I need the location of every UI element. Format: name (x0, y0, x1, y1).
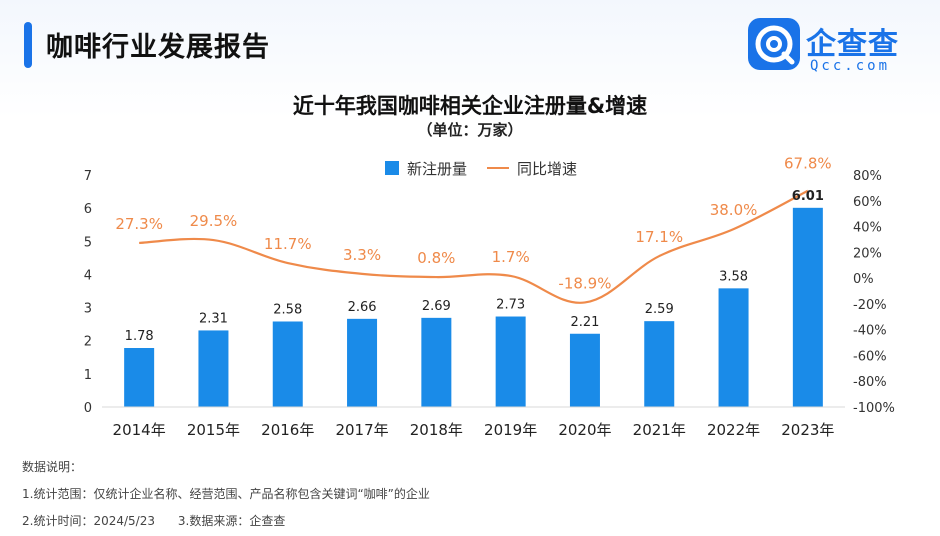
growth-rate-line (139, 189, 809, 304)
bar (272, 321, 303, 407)
bar-value-label: 2.66 (348, 300, 377, 315)
growth-rate-label: 17.1% (635, 228, 683, 246)
chart-subtitle: （单位：万家） (417, 121, 523, 139)
y-right-tick-label: 0% (853, 272, 874, 287)
bar-value-label: 2.59 (645, 302, 674, 317)
growth-rate-label: 67.8% (784, 155, 832, 173)
growth-rate-label: -18.9% (558, 274, 611, 292)
bar (718, 288, 749, 407)
x-tick-label: 2022年 (707, 421, 760, 439)
bar-value-label: 6.01 (792, 189, 824, 204)
chart-canvas: 0 1 2 3 4 5 6 7 -100% -80% -60% -40% -20% 0% 20% 40% 60%… (84, 155, 895, 439)
y-right-tick-label: 20% (853, 246, 882, 261)
bar-value-label: 2.73 (496, 298, 525, 313)
growth-rate-label: 29.5% (190, 212, 238, 230)
growth-rate-label: 0.8% (417, 249, 455, 267)
x-tick-label: 2016年 (261, 421, 314, 439)
y-right-tick-label: -20% (853, 298, 887, 313)
bar (421, 317, 452, 407)
y-left-tick-label: 1 (84, 368, 92, 383)
growth-rate-label: 38.0% (710, 201, 758, 219)
y-right-tick-label: -60% (853, 349, 887, 364)
qcc-logo: 企查查 Qcc.com (748, 16, 923, 76)
chart-title: 近十年我国咖啡相关企业注册量&增速 (292, 94, 648, 118)
legend-bar-label: 新注册量 (407, 159, 468, 178)
notes-line-2: 2.统计时间：2024/5/23 3.数据来源：企查查 (22, 514, 286, 528)
bar-value-label: 2.21 (570, 315, 599, 330)
bar (792, 207, 823, 407)
growth-rate-label: 11.7% (264, 235, 312, 253)
bar-value-label: 2.58 (273, 302, 302, 317)
y-right-tick-label: 60% (853, 195, 882, 210)
bar (347, 318, 378, 407)
bar-value-label: 2.69 (422, 299, 451, 314)
bar-value-label: 1.78 (125, 329, 154, 344)
y-left-tick-label: 6 (84, 202, 92, 217)
notes-line-1: 1.统计范围：仅统计企业名称、经营范围、产品名称包含关键词“咖啡”的企业 (22, 487, 430, 501)
x-tick-label: 2017年 (335, 421, 388, 439)
legend-line-label: 同比增速 (517, 159, 578, 178)
y-left-tick-label: 3 (84, 302, 92, 317)
y-left-tick-label: 0 (84, 401, 92, 416)
x-tick-label: 2020年 (558, 421, 611, 439)
bar (495, 316, 526, 407)
x-tick-label: 2023年 (781, 421, 834, 439)
legend-line-swatch (487, 167, 510, 169)
bar (198, 330, 229, 407)
y-left-tick-label: 2 (84, 335, 92, 350)
header-accent-bar (24, 22, 32, 68)
y-left-tick-label: 5 (84, 235, 92, 250)
logo-subtext: Qcc.com (810, 58, 891, 74)
y-right-tick-label: 40% (853, 221, 882, 236)
y-right-tick-label: -80% (853, 375, 887, 390)
legend-bar-swatch (385, 161, 399, 175)
growth-rate-label: 3.3% (343, 246, 381, 264)
x-tick-label: 2018年 (410, 421, 463, 439)
y-right-tick-label: 80% (853, 169, 882, 184)
data-notes: 数据说明： 1.统计范围：仅统计企业名称、经营范围、产品名称包含关键词“咖啡”的… (22, 454, 430, 535)
notes-heading: 数据说明： (22, 460, 83, 474)
y-left-tick-label: 7 (84, 169, 92, 184)
x-tick-label: 2021年 (633, 421, 686, 439)
report-title: 咖啡行业发展报告 (46, 32, 270, 63)
chart-legend: 新注册量 同比增速 (385, 157, 577, 179)
qcc-logo-icon (748, 18, 800, 70)
x-tick-label: 2015年 (187, 421, 240, 439)
bar-value-label: 2.31 (199, 311, 228, 326)
x-tick-label: 2019年 (484, 421, 537, 439)
bar (569, 333, 600, 407)
y-right-tick-label: -40% (853, 324, 887, 339)
growth-rate-label: 1.7% (492, 248, 530, 266)
bar (644, 321, 675, 407)
growth-rate-label: 27.3% (115, 215, 163, 233)
bar (124, 348, 155, 407)
y-right-tick-label: -100% (853, 401, 895, 416)
bar-value-label: 3.58 (719, 269, 748, 284)
y-left-tick-label: 4 (84, 268, 92, 283)
x-tick-label: 2014年 (113, 421, 166, 439)
logo-text: 企查查 (806, 27, 899, 62)
